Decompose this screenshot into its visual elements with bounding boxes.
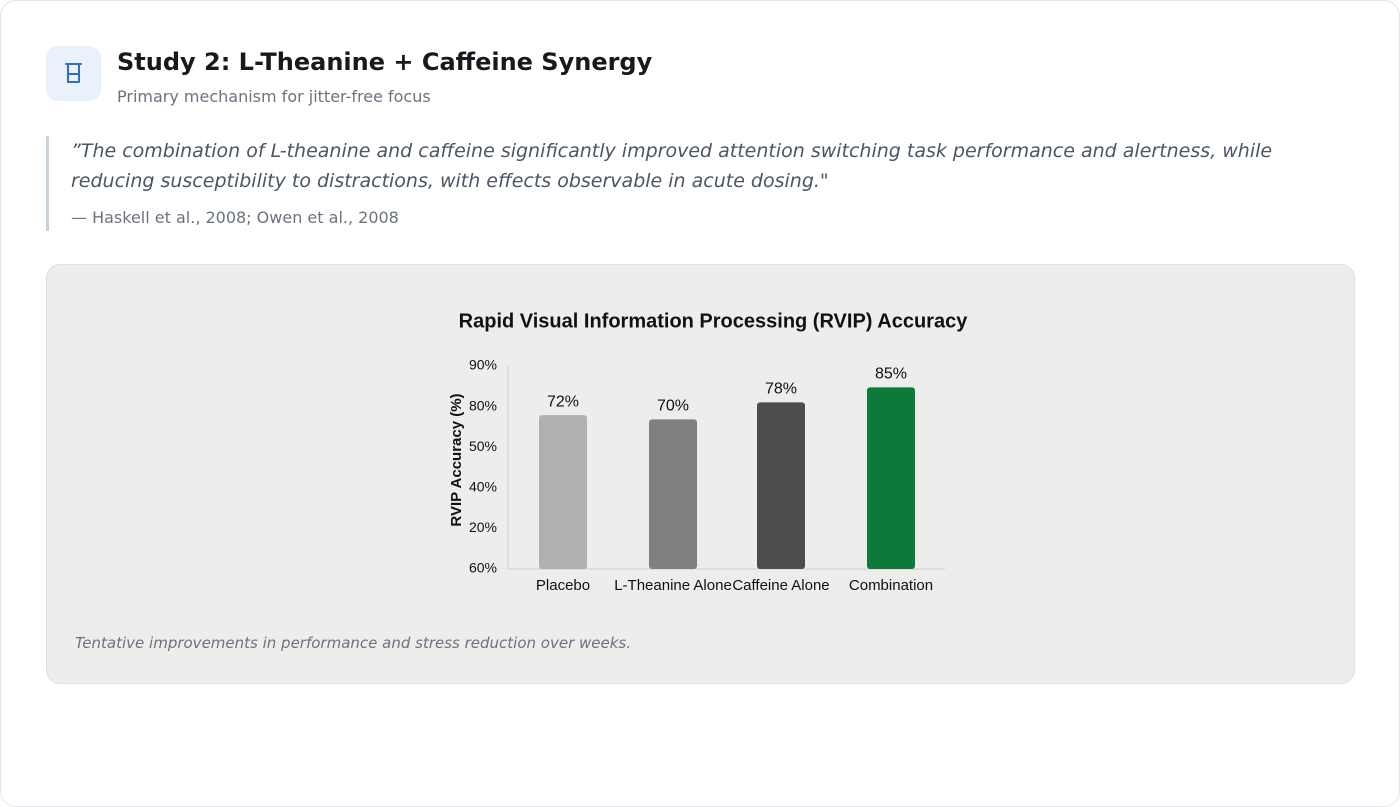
y-tick-label: 90% — [469, 357, 497, 373]
chart: Rapid Visual Information Processing (RVI… — [448, 310, 969, 594]
chart-caption: Tentative improvements in performance an… — [75, 634, 632, 652]
y-tick-label: 20% — [469, 519, 497, 535]
study-subtitle: Primary mechanism for jitter-free focus — [117, 87, 431, 106]
study-title: Study 2: L-Theanine + Caffeine Synergy — [117, 48, 653, 76]
bar — [539, 415, 587, 569]
bar — [867, 387, 915, 569]
x-tick-label: Combination — [849, 577, 933, 594]
value-label: 85% — [875, 366, 907, 383]
value-label: 70% — [657, 398, 689, 415]
y-tick-label: 60% — [469, 560, 497, 576]
value-label: 72% — [547, 393, 579, 410]
y-tick-label: 50% — [469, 438, 497, 454]
y-axis-label: RVIP Accuracy (%) — [448, 393, 465, 526]
bar — [757, 402, 805, 569]
chart-title: Rapid Visual Information Processing (RVI… — [459, 310, 969, 332]
study-icon — [46, 46, 101, 101]
value-label: 78% — [765, 381, 797, 398]
chart-panel: Rapid Visual Information Processing (RVI… — [46, 264, 1355, 684]
x-tick-label: Caffeine Alone — [732, 577, 829, 594]
quote-text: ”The combination of L-theanine and caffe… — [71, 140, 1273, 192]
x-tick-label: L-Theanine Alone — [614, 577, 732, 594]
y-tick-label: 80% — [469, 397, 497, 413]
quote-block: ”The combination of L-theanine and caffe… — [46, 136, 1309, 231]
bar — [649, 419, 697, 569]
y-tick-label: 40% — [469, 479, 497, 495]
beaker-icon — [65, 63, 82, 83]
x-tick-label: Placebo — [536, 577, 590, 594]
quote-citation: — Haskell et al., 2008; Owen et al., 200… — [71, 208, 399, 227]
